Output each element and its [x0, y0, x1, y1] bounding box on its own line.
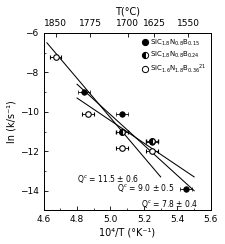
Text: Q$^c$ = 11.5 ± 0.6: Q$^c$ = 11.5 ± 0.6: [77, 173, 139, 185]
X-axis label: 10⁴/T (°K⁻¹): 10⁴/T (°K⁻¹): [99, 227, 155, 237]
Text: Q$^c$ = 7.8 ± 0.4: Q$^c$ = 7.8 ± 0.4: [141, 198, 198, 210]
Legend: SiC$_{1.8}$N$_{0.8}$B$_{0.15}$, SiC$_{1.8}$N$_{0.8}$B$_{0.24}$, SiC$_{1.6}$N$_{1: SiC$_{1.8}$N$_{0.8}$B$_{0.15}$, SiC$_{1.…: [142, 36, 207, 76]
Text: Q$^c$ = 9.0 ± 0.5: Q$^c$ = 9.0 ± 0.5: [117, 182, 175, 194]
Y-axis label: ln (k/s⁻¹): ln (k/s⁻¹): [7, 100, 17, 143]
X-axis label: T(°C): T(°C): [115, 7, 140, 17]
